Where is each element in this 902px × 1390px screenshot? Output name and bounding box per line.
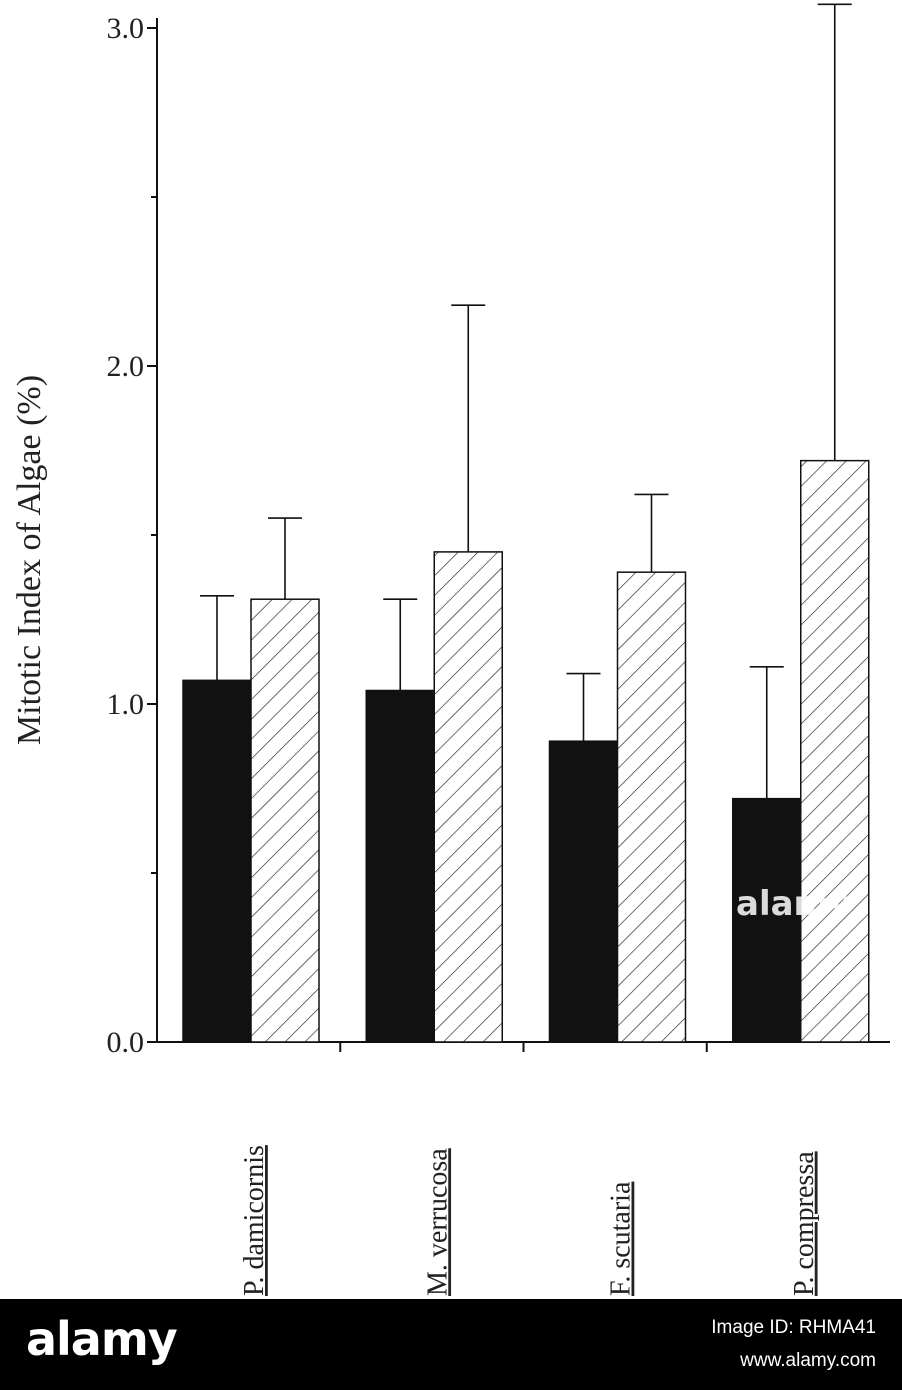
bar bbox=[250, 598, 320, 1043]
bar bbox=[182, 679, 252, 1043]
bar bbox=[365, 689, 435, 1043]
category-label: F. scutaria bbox=[606, 1181, 637, 1296]
category-label: M. verrucosa bbox=[422, 1148, 453, 1296]
bar bbox=[548, 740, 619, 1043]
chart-bars bbox=[182, 3, 870, 1043]
watermark-banner bbox=[0, 1299, 902, 1390]
chart-labels: 0.0 1.0 2.0 3.0 Mitotic Index of Algae (%) P.… bbox=[11, 12, 820, 1296]
bar-chart: 0.0 1.0 2.0 3.0 Mitotic Index of Algae (%) P.… bbox=[11, 3, 890, 1296]
bar bbox=[800, 459, 870, 1043]
site-url: www.alamy.com bbox=[740, 1350, 876, 1371]
y-tick-label: 1.0 bbox=[107, 688, 145, 721]
y-tick-label: 0.0 bbox=[107, 1026, 145, 1059]
bar bbox=[732, 797, 802, 1043]
watermark-overlay: alamy bbox=[736, 884, 852, 924]
y-tick-label: 3.0 bbox=[107, 12, 145, 45]
category-label: P. compressa bbox=[789, 1151, 820, 1296]
image-id-label: Image ID: RHMA41 bbox=[711, 1317, 876, 1338]
brand-logo: alamy bbox=[26, 1312, 178, 1366]
category-label: P. damicornis bbox=[239, 1145, 270, 1296]
y-axis-title: Mitotic Index of Algae (%) bbox=[11, 375, 48, 745]
y-tick-label: 2.0 bbox=[107, 350, 145, 383]
bar bbox=[433, 551, 503, 1043]
bar bbox=[616, 571, 687, 1043]
